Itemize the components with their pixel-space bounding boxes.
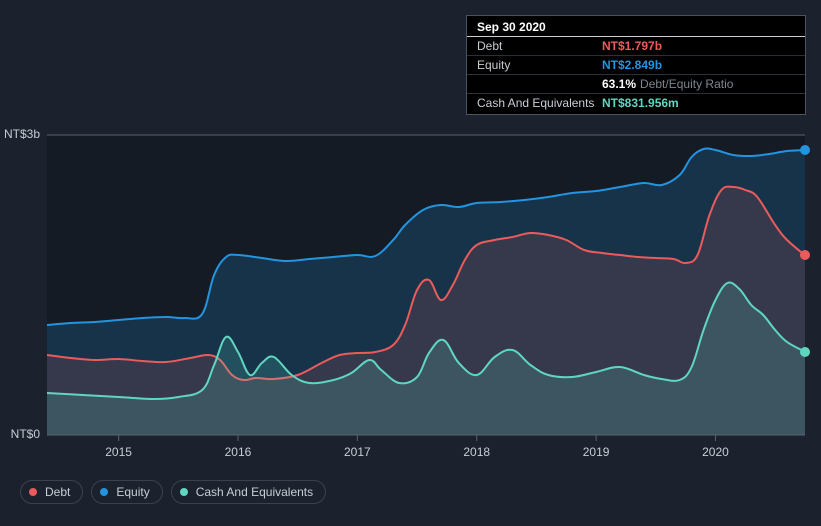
tooltip-row: Cash And EquivalentsNT$831.956m bbox=[467, 94, 805, 112]
tooltip-row-label: Equity bbox=[477, 58, 602, 72]
chart-tooltip: Sep 30 2020 DebtNT$1.797bEquityNT$2.849b… bbox=[466, 15, 806, 115]
x-axis-label: 2019 bbox=[583, 445, 610, 459]
y-axis-label: NT$0 bbox=[0, 427, 40, 441]
tooltip-row: DebtNT$1.797b bbox=[467, 37, 805, 56]
tooltip-row-label: Debt bbox=[477, 39, 602, 53]
debt-dot-icon bbox=[29, 488, 37, 496]
tooltip-row-label: Cash And Equivalents bbox=[477, 96, 602, 110]
equity-dot-icon bbox=[100, 488, 108, 496]
legend-item-cash[interactable]: Cash And Equivalents bbox=[171, 480, 326, 504]
y-axis-label: NT$3b bbox=[0, 127, 40, 141]
legend-item-label: Debt bbox=[45, 485, 70, 499]
legend-item-debt[interactable]: Debt bbox=[20, 480, 83, 504]
tooltip-date: Sep 30 2020 bbox=[477, 20, 546, 34]
tooltip-row-value: NT$2.849b bbox=[602, 58, 662, 72]
x-axis-label: 2015 bbox=[105, 445, 132, 459]
tooltip-row-value: NT$831.956m bbox=[602, 96, 679, 110]
tooltip-row: EquityNT$2.849b bbox=[467, 56, 805, 75]
end-marker-cash bbox=[800, 347, 810, 357]
x-axis-label: 2020 bbox=[702, 445, 729, 459]
x-axis-label: 2018 bbox=[463, 445, 490, 459]
x-axis-label: 2017 bbox=[344, 445, 371, 459]
legend-item-equity[interactable]: Equity bbox=[91, 480, 162, 504]
legend-item-label: Cash And Equivalents bbox=[196, 485, 313, 499]
tooltip-row-value: NT$1.797b bbox=[602, 39, 662, 53]
legend: Debt Equity Cash And Equivalents bbox=[20, 480, 326, 504]
tooltip-ratio-pct: 63.1% bbox=[602, 77, 636, 91]
end-marker-debt bbox=[800, 250, 810, 260]
x-axis-label: 2016 bbox=[225, 445, 252, 459]
tooltip-ratio-label: Debt/Equity Ratio bbox=[640, 77, 733, 91]
end-marker-equity bbox=[800, 145, 810, 155]
cash-dot-icon bbox=[180, 488, 188, 496]
tooltip-row: 63.1% Debt/Equity Ratio bbox=[467, 75, 805, 94]
legend-item-label: Equity bbox=[116, 485, 149, 499]
